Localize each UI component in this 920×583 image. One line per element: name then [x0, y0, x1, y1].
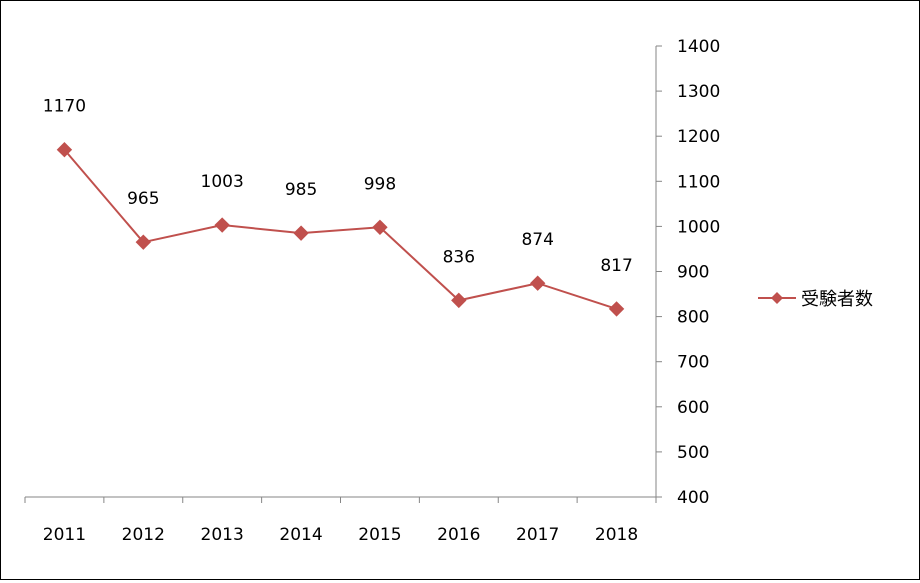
y-tick-label: 900 [677, 263, 709, 283]
data-labels-group: 1170 965 1003 985 998 836 874 817 [43, 97, 633, 276]
x-tick-label: 2017 [516, 525, 559, 545]
data-label: 817 [600, 256, 632, 276]
y-tick-label: 1200 [677, 127, 720, 147]
y-tick-label: 800 [677, 308, 709, 328]
data-label: 965 [127, 189, 159, 209]
legend: 受験者数 [758, 289, 873, 310]
data-label: 836 [443, 247, 475, 267]
data-point-marker [214, 217, 230, 233]
x-tick-label: 2013 [201, 525, 244, 545]
x-tick-label: 2015 [358, 525, 401, 545]
data-point-marker [529, 275, 546, 291]
x-tick-label: 2012 [122, 525, 165, 545]
data-point-marker [451, 292, 467, 309]
y-tick-label: 700 [677, 353, 709, 373]
y-tick-label: 1100 [677, 172, 720, 192]
y-tick-label: 400 [677, 488, 709, 508]
y-tick-label: 500 [677, 443, 709, 463]
y-tick-label: 1000 [677, 217, 720, 237]
data-point-marker [56, 142, 73, 158]
data-point-marker [608, 301, 625, 317]
y-tick-label: 1300 [677, 82, 720, 102]
data-label: 874 [521, 230, 553, 250]
data-point-marker [293, 225, 309, 241]
data-label: 1170 [43, 97, 86, 117]
legend-label: 受験者数 [801, 289, 873, 310]
legend-marker [771, 292, 783, 304]
data-label: 985 [285, 180, 317, 200]
data-point-marker [135, 234, 152, 250]
y-tick-label: 600 [677, 398, 709, 418]
y-tick-label: 1400 [677, 37, 720, 57]
x-axis: 2011 2012 2013 2014 2015 2016 2017 2018 [24, 496, 657, 545]
series-group [56, 142, 625, 317]
x-tick-label: 2014 [279, 525, 322, 545]
data-point-marker [372, 219, 388, 236]
data-label: 998 [364, 174, 396, 194]
x-tick-label: 2011 [43, 525, 86, 545]
data-label: 1003 [201, 172, 244, 192]
x-tick-label: 2018 [595, 525, 638, 545]
series-line [63, 149, 617, 310]
x-tick-label: 2016 [437, 525, 480, 545]
y-axis: 400 500 600 700 800 900 1000 1100 1200 1300 1400 [655, 37, 720, 508]
